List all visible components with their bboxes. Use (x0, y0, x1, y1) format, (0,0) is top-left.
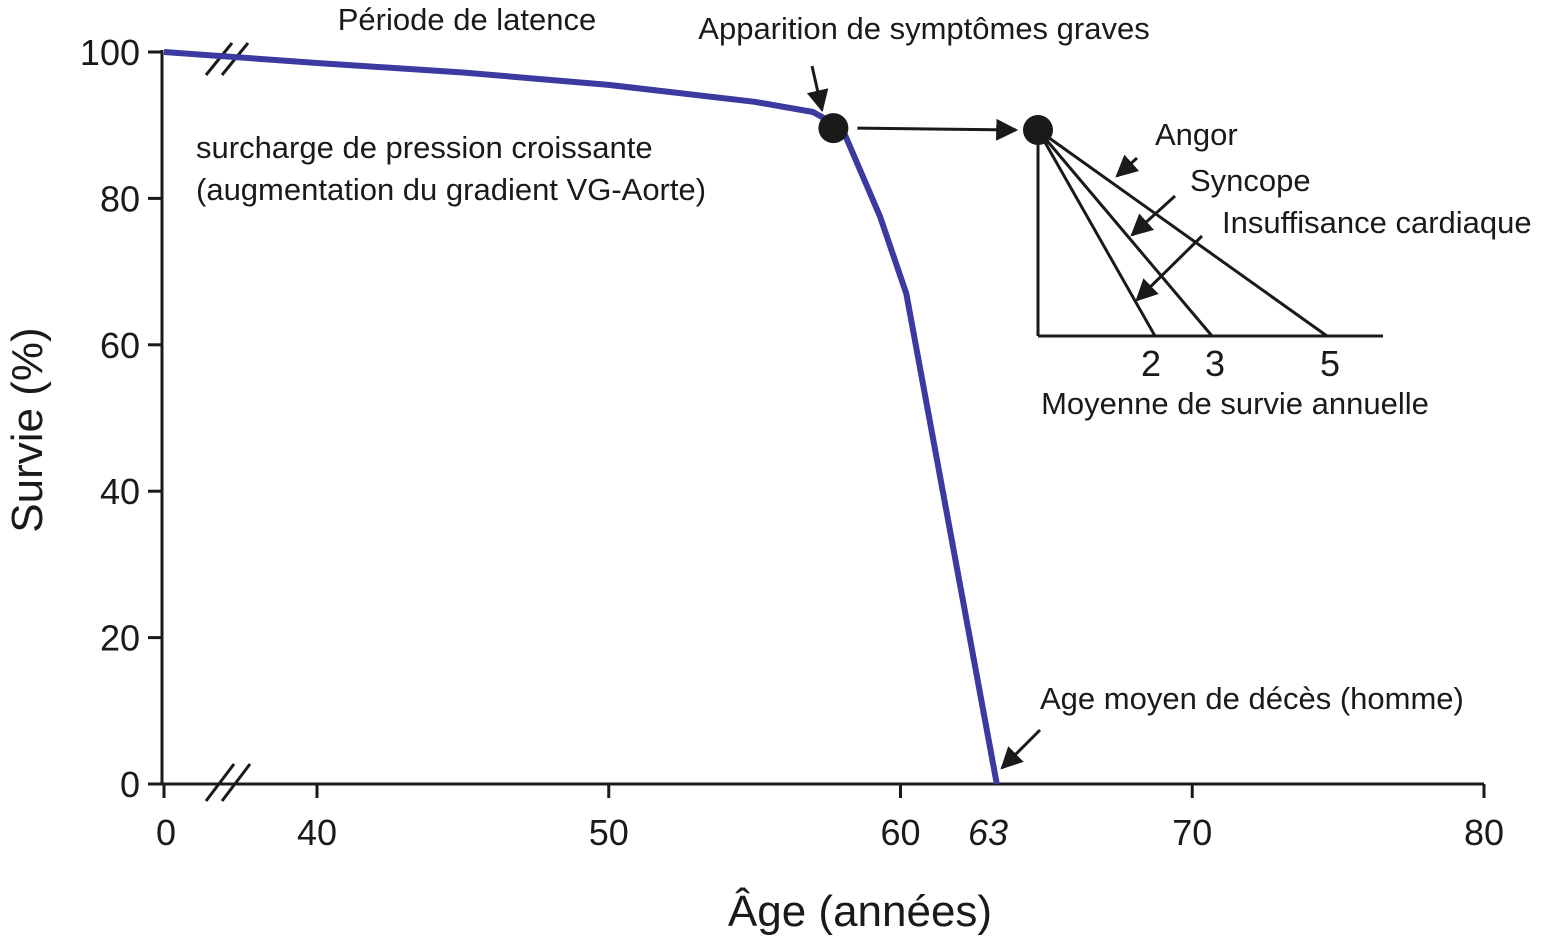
x-axis-title: Âge (années) (728, 887, 992, 936)
arrow-syncope (1130, 194, 1177, 237)
y-tick-label-0: 0 (120, 764, 140, 805)
curve-break-slash-0 (204, 42, 234, 76)
x-tick-label-0: 0 (156, 812, 176, 853)
y-ticks: 0 20 40 60 80 100 (80, 32, 162, 805)
y-tick-label-20: 20 (100, 618, 140, 659)
annotation-arrows (806, 65, 1204, 770)
annotation-deces: Age moyen de décès (homme) (1040, 681, 1464, 716)
y-tick-label-40: 40 (100, 471, 140, 512)
x-ticks: 0 40 50 60 63 70 80 (156, 784, 1504, 853)
annotation-surcharge-line1: surcharge de pression croissante (196, 130, 653, 165)
inset-line-5y (1037, 128, 1328, 338)
annotation-surcharge-line2: (augmentation du gradient VG-Aorte) (196, 172, 706, 207)
inset-tick-2: 2 (1141, 343, 1161, 384)
arrow-to-inset (857, 118, 1019, 141)
x-tick-label-50: 50 (589, 812, 629, 853)
inset-tick-5: 5 (1320, 343, 1340, 384)
inset-tick-3: 3 (1205, 343, 1225, 384)
annotation-symptomes: Apparition de symptômes graves (698, 11, 1149, 46)
annotation-latence: Période de latence (338, 2, 597, 37)
arrow-symptomes (806, 65, 829, 113)
arrow-deces (1000, 728, 1042, 770)
y-axis-title: Survie (%) (3, 327, 52, 532)
x-tick-label-80: 80 (1464, 812, 1504, 853)
survival-line (163, 49, 1000, 785)
x-tick-label-60: 60 (880, 812, 920, 853)
y-tick-label-100: 100 (80, 32, 140, 73)
axes (160, 50, 1484, 786)
inset-label-insuffisance: Insuffisance cardiaque (1222, 205, 1532, 240)
x-axis-break-slash-0 (204, 763, 236, 802)
inset-diagram (1023, 115, 1383, 338)
x-tick-label-40: 40 (297, 812, 337, 853)
y-tick-label-80: 80 (100, 178, 140, 219)
inset-label-syncope: Syncope (1190, 163, 1311, 198)
onset-marker (818, 113, 849, 144)
series-layer (163, 49, 1000, 785)
arrow-insuffisance (1135, 234, 1204, 302)
inset-line-2y (1036, 129, 1157, 337)
x-tick-label-63: 63 (968, 812, 1008, 853)
x-tick-label-70: 70 (1172, 812, 1212, 853)
inset-label-angor: Angor (1155, 117, 1238, 152)
x-axis-break-slash-1 (220, 763, 252, 802)
inset-xlabel: Moyenne de survie annuelle (1041, 386, 1429, 421)
y-tick-label-60: 60 (100, 325, 140, 366)
arrow-angor (1115, 154, 1140, 178)
inset-line-3y (1036, 129, 1214, 337)
